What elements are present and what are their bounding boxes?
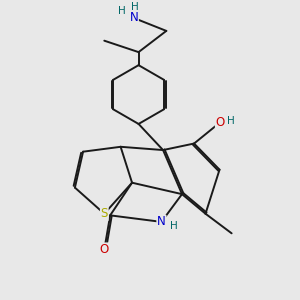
Text: H: H: [227, 116, 235, 126]
Text: O: O: [216, 116, 225, 129]
Text: H: H: [131, 2, 139, 12]
Text: O: O: [100, 243, 109, 256]
Text: S: S: [100, 207, 108, 220]
Text: N: N: [130, 11, 138, 25]
Text: H: H: [170, 221, 178, 231]
Text: N: N: [157, 215, 166, 228]
Text: H: H: [118, 6, 126, 16]
